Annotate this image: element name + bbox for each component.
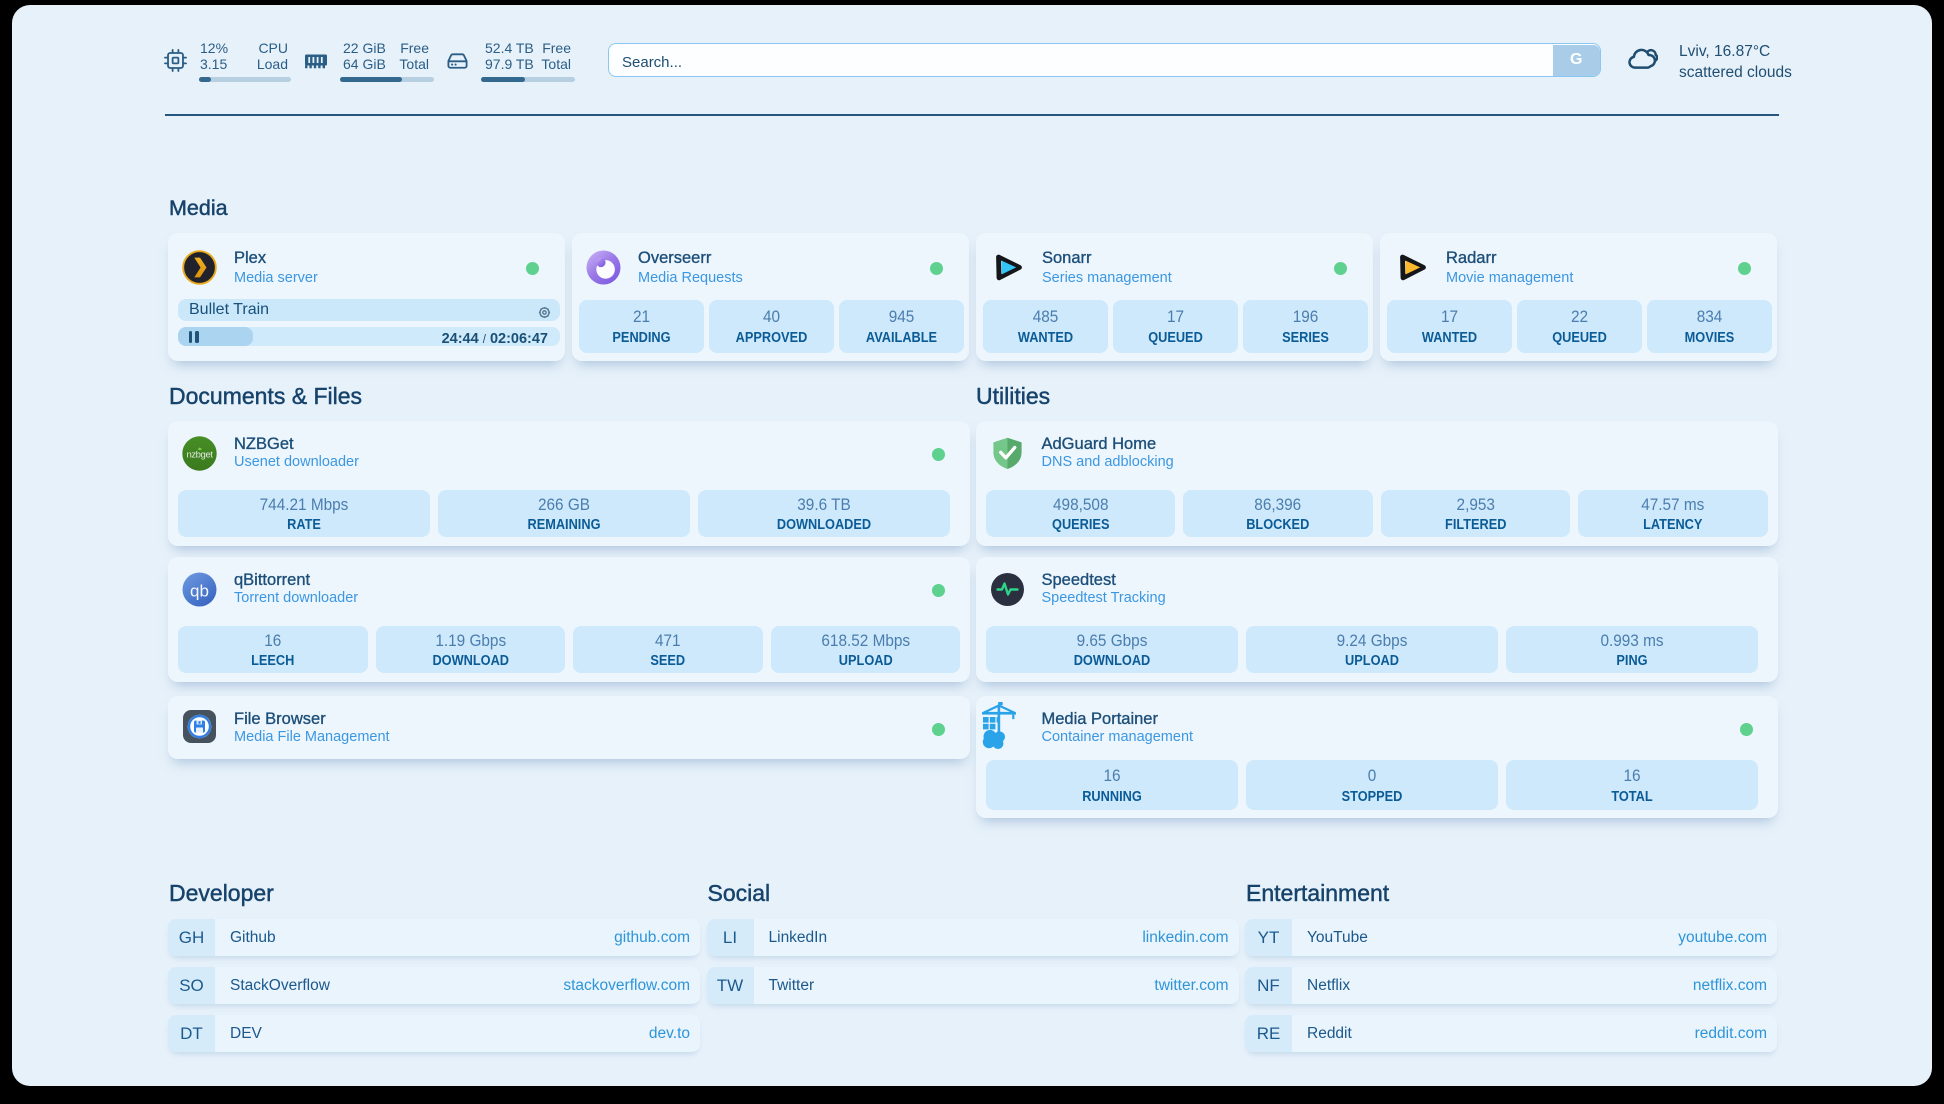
svg-text:qb: qb [190, 582, 209, 601]
svg-text:nzbget: nzbget [186, 450, 213, 461]
